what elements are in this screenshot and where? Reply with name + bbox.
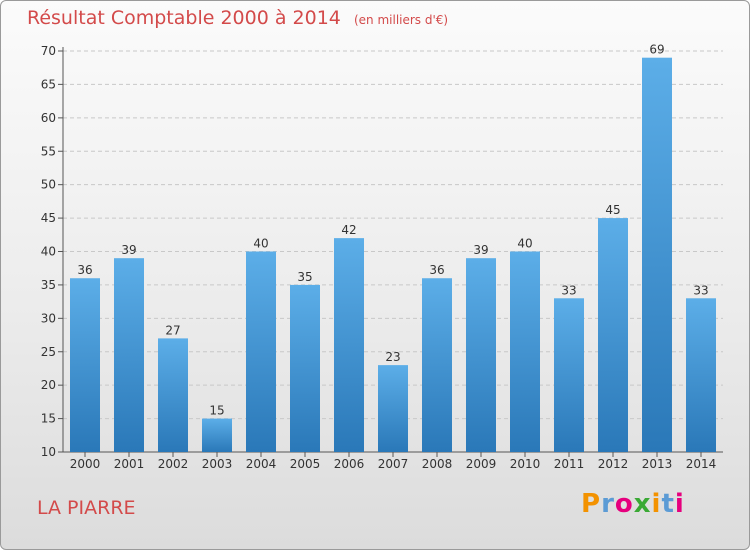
- data-label: 36: [77, 263, 92, 277]
- x-tick-label: 2003: [202, 457, 233, 471]
- x-tick-label: 2014: [686, 457, 717, 471]
- data-label: 40: [517, 237, 532, 251]
- x-tick-label: 2013: [642, 457, 673, 471]
- logo-letter: r: [601, 489, 615, 519]
- bar: [114, 258, 144, 452]
- y-tick-label: 20: [41, 378, 56, 392]
- x-tick-label: 2010: [510, 457, 541, 471]
- data-label: 27: [165, 323, 180, 337]
- x-tick-label: 2009: [466, 457, 497, 471]
- y-tick-label: 45: [41, 211, 56, 225]
- x-tick-label: 2008: [422, 457, 453, 471]
- bar: [686, 298, 716, 452]
- data-label: 36: [429, 263, 444, 277]
- axes: 10 15 20 25 30 35 40 45 50 55 60 65 70: [41, 44, 723, 459]
- data-label: 33: [561, 283, 576, 297]
- logo-letter: i: [651, 489, 662, 519]
- bar: [158, 338, 188, 452]
- logo-letter: i: [674, 489, 685, 519]
- data-label: 40: [253, 237, 268, 251]
- chart-title: Résultat Comptable 2000 à 2014: [27, 7, 341, 29]
- data-label: 42: [341, 223, 356, 237]
- y-tick-label: 65: [41, 77, 56, 91]
- data-label: 39: [121, 243, 136, 257]
- x-tick-label: 2011: [554, 457, 585, 471]
- bar: [246, 251, 276, 452]
- bar: [510, 251, 540, 452]
- data-label: 39: [473, 243, 488, 257]
- bar: [202, 418, 232, 452]
- logo-letter: P: [581, 489, 602, 519]
- bar: [598, 218, 628, 452]
- bars: [70, 57, 716, 452]
- x-tick-label: 2002: [158, 457, 189, 471]
- proxiti-logo[interactable]: Proxiti: [581, 489, 685, 519]
- y-tick-label: 10: [41, 445, 56, 459]
- y-tick-label: 70: [41, 44, 56, 58]
- logo-letter: t: [661, 489, 675, 519]
- x-tick-label: 2012: [598, 457, 629, 471]
- y-tick-label: 25: [41, 345, 56, 359]
- x-tick-label: 2000: [70, 457, 101, 471]
- data-label: 45: [605, 203, 620, 217]
- bar: [466, 258, 496, 452]
- commune-name: LA PIARRE: [37, 497, 136, 519]
- chart-subtitle: (en milliers d'€): [353, 13, 449, 27]
- bar: [378, 365, 408, 452]
- y-tick-label: 30: [41, 311, 56, 325]
- bar: [554, 298, 584, 452]
- y-tick-label: 55: [41, 144, 56, 158]
- title-row: Résultat Comptable 2000 à 2014 (en milli…: [27, 7, 448, 29]
- bar: [422, 278, 452, 452]
- y-tick-label: 15: [41, 412, 56, 426]
- data-label: 15: [209, 404, 224, 418]
- data-label: 35: [297, 270, 312, 284]
- bar: [334, 238, 364, 452]
- logo-letter: x: [633, 489, 652, 519]
- x-tick-label: 2006: [334, 457, 365, 471]
- logo-letter: o: [614, 489, 634, 519]
- x-tick-label: 2005: [290, 457, 321, 471]
- bar: [70, 278, 100, 452]
- x-tick-label: 2001: [114, 457, 145, 471]
- y-tick-label: 60: [41, 111, 56, 125]
- data-label: 69: [649, 43, 664, 57]
- y-tick-label: 35: [41, 278, 56, 292]
- x-tick-label: 2004: [246, 457, 277, 471]
- bar: [642, 57, 672, 452]
- y-tick-label: 50: [41, 178, 56, 192]
- data-label: 33: [693, 283, 708, 297]
- y-tick-label: 40: [41, 245, 56, 259]
- labels: 2000 36 2001 39 2002 27 2003 15 2004 40 2005 35 2006…: [70, 43, 717, 471]
- bar: [290, 284, 320, 452]
- data-label: 23: [385, 350, 400, 364]
- x-tick-label: 2007: [378, 457, 409, 471]
